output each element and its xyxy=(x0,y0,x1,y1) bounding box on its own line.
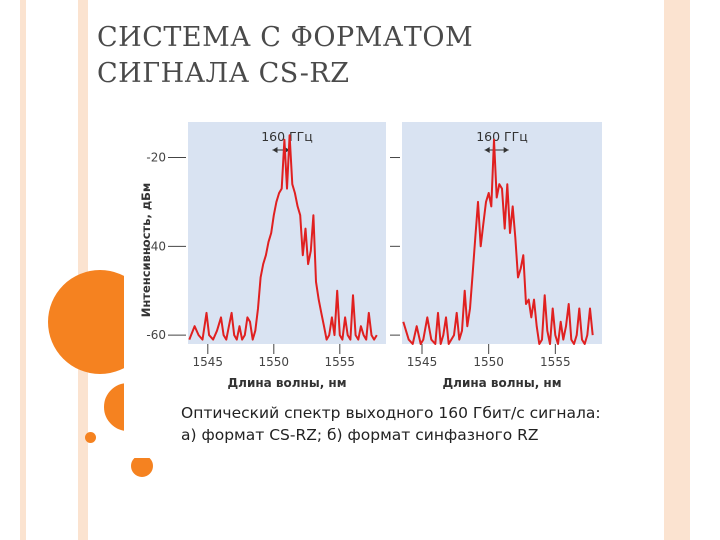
x-tick-label: 1545 xyxy=(407,355,438,369)
x-tick-label: 1550 xyxy=(259,355,290,369)
spacing-annotation-arrowheads xyxy=(484,147,509,153)
y-tick-label: -60 xyxy=(146,328,166,342)
slide-title: СИСТЕМА С ФОРМАТОМ СИГНАЛА CS-RZ xyxy=(97,20,473,92)
figure-caption: Оптический спектр выходного 160 Гбит/с с… xyxy=(181,402,601,446)
y-axis-label: Интенсивность, дБм xyxy=(139,183,153,318)
spectrum-trace xyxy=(188,134,378,341)
spectrum-panel-a: -20 -40 -60 1545 1550 1555 Длина волны, нм 160 … xyxy=(146,122,386,390)
caption-line-1: Оптический спектр выходного 160 Гбит/с с… xyxy=(181,404,601,422)
spectrum-panel-b: 1545 1550 1555 Длина волны, нм 160 ГГц xyxy=(390,122,602,390)
decorative-stripe-right xyxy=(664,0,690,540)
x-axis-label: Длина волны, нм xyxy=(442,376,561,390)
slide-title-line-1: СИСТЕМА С ФОРМАТОМ xyxy=(97,22,474,53)
spacing-annotation-label: 160 ГГц xyxy=(476,129,528,144)
decorative-circle-tiny xyxy=(85,432,96,443)
y-tick-label: -40 xyxy=(146,239,166,253)
spectrum-chart: Интенсивность, дБм -20 -40 -60 1545 1550 1555… xyxy=(139,122,602,390)
slide-title-line-2: СИГНАЛА CS-RZ xyxy=(97,58,350,89)
spectrum-trace xyxy=(402,138,594,345)
spacing-annotation-label: 160 ГГц xyxy=(261,129,313,144)
x-tick-label: 1545 xyxy=(193,355,224,369)
x-tick-label: 1555 xyxy=(540,355,571,369)
caption-line-2: а) формат CS-RZ; б) формат синфазного RZ xyxy=(181,426,539,444)
x-tick-label: 1550 xyxy=(473,355,504,369)
spectrum-figure: Интенсивность, дБм -20 -40 -60 1545 1550 1555… xyxy=(124,112,604,458)
decorative-stripe-left xyxy=(20,0,26,540)
plot-background xyxy=(402,122,602,344)
plot-background xyxy=(188,122,386,344)
x-tick-label: 1555 xyxy=(325,355,356,369)
y-tick-label: -20 xyxy=(146,151,166,165)
decorative-stripe-mid xyxy=(78,0,88,540)
x-axis-label: Длина волны, нм xyxy=(227,376,346,390)
